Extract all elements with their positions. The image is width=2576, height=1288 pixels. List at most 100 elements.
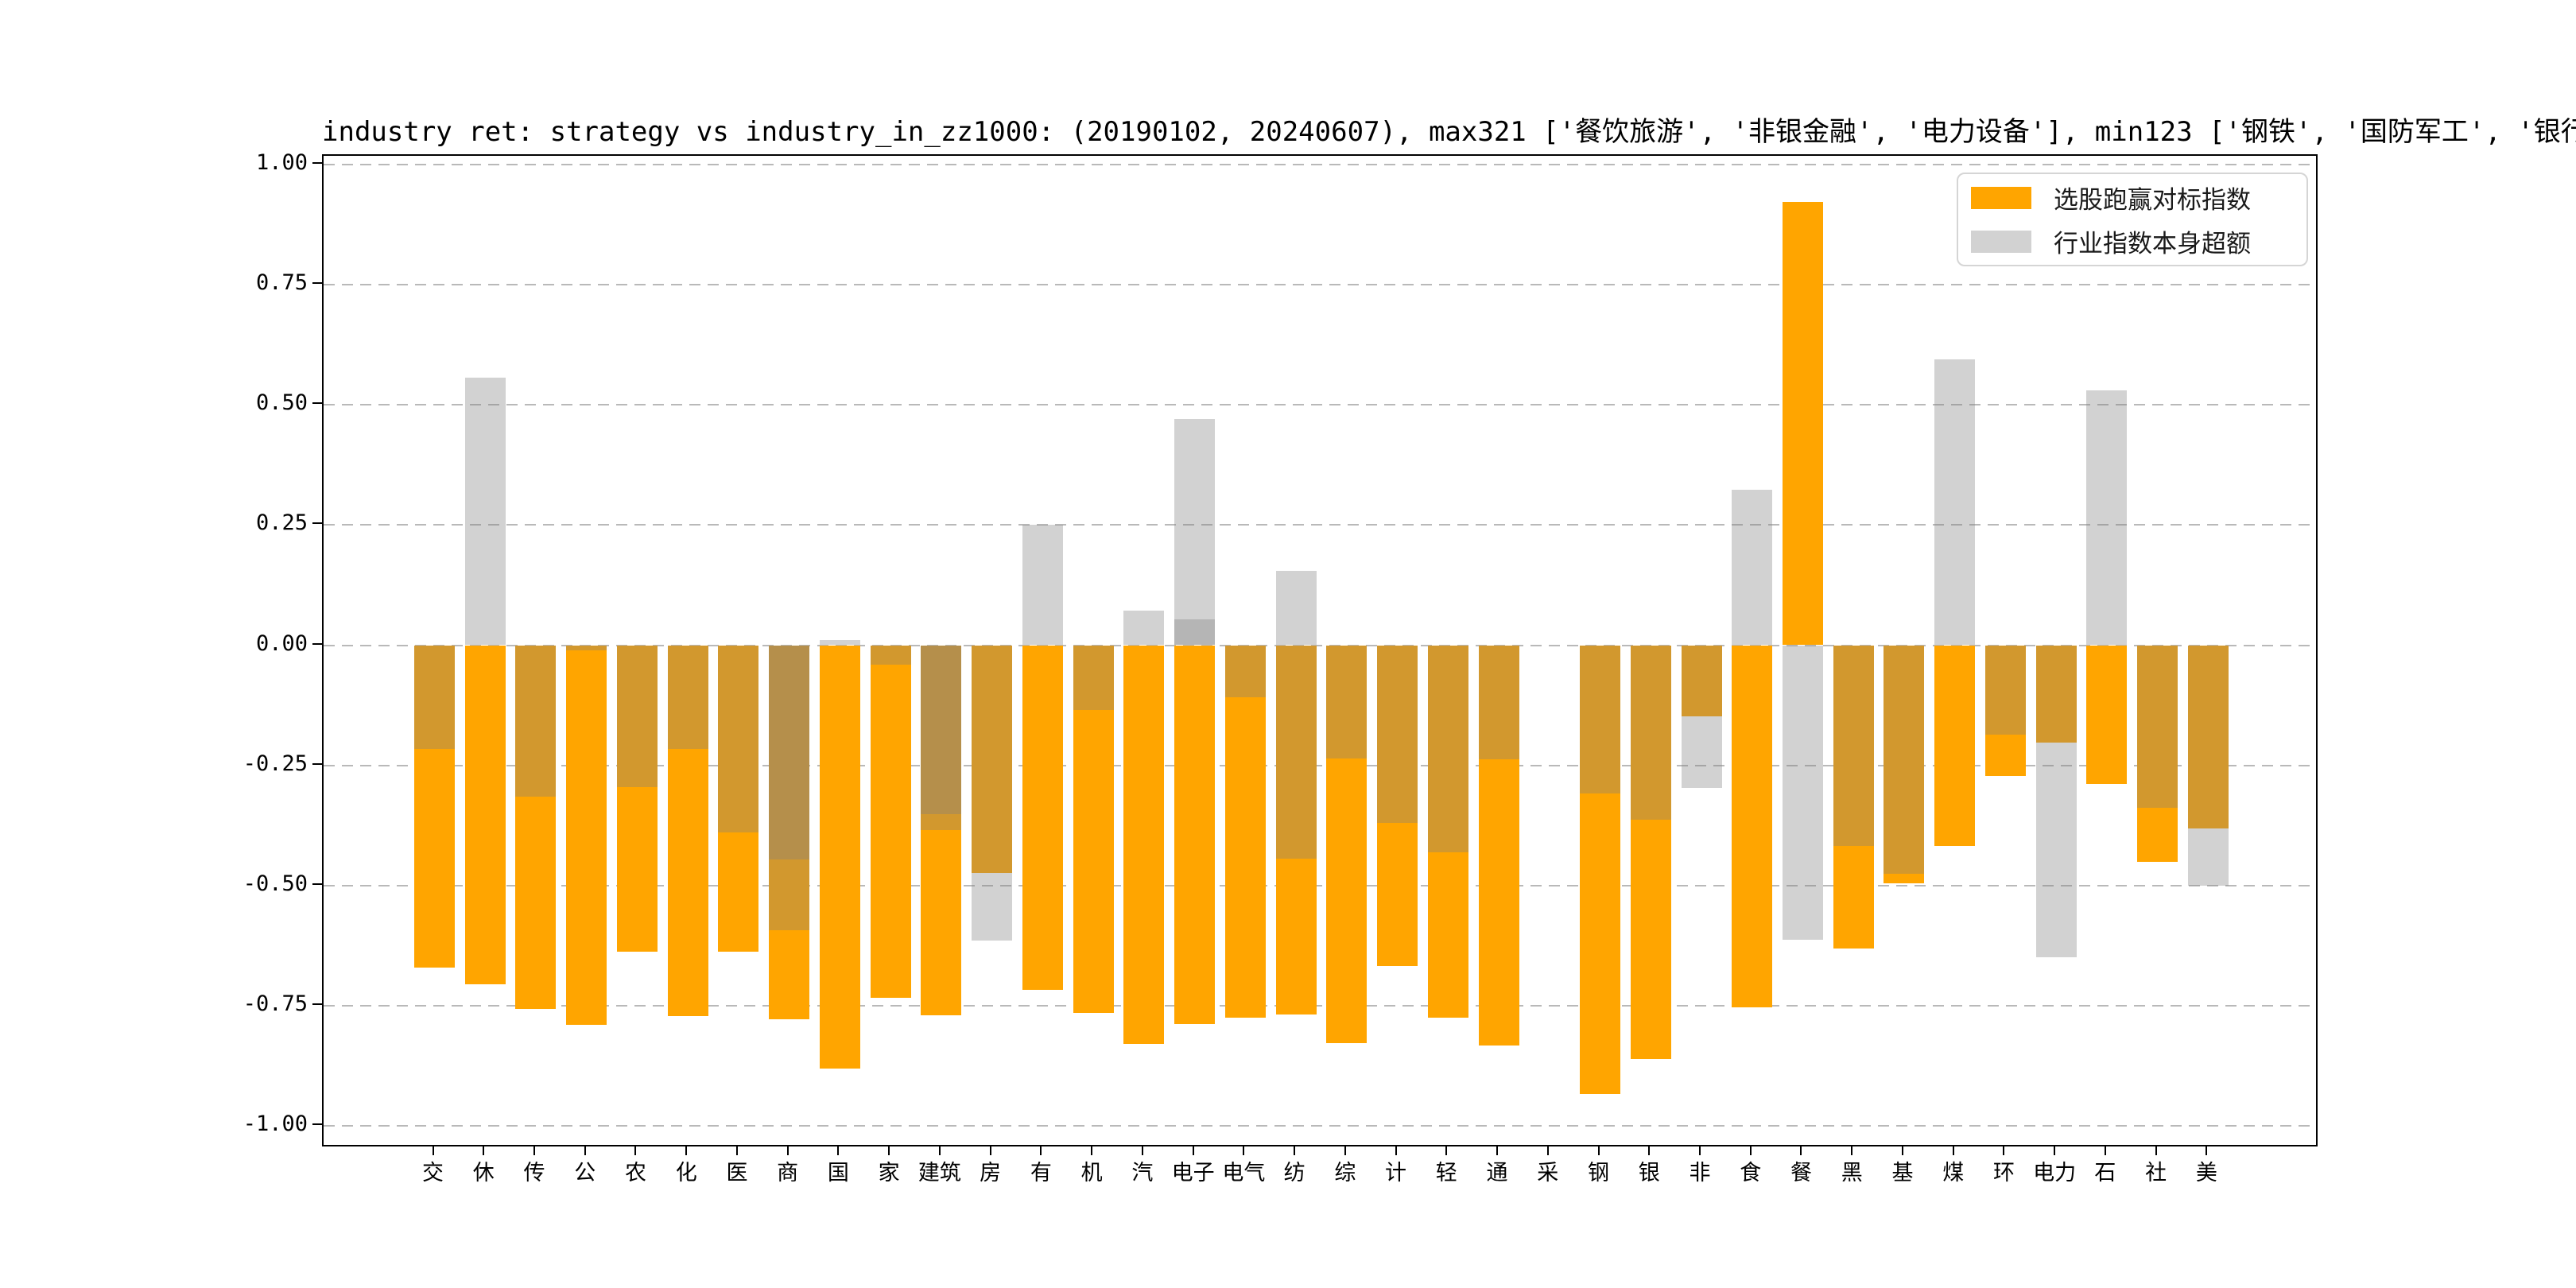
x-axis-tick — [483, 1146, 485, 1155]
x-tick-label-汽: 汽 — [1131, 1161, 1154, 1185]
x-tick-label-餐: 餐 — [1790, 1161, 1812, 1185]
x-axis-tick — [1800, 1146, 1802, 1155]
bar-休-industry — [464, 378, 506, 646]
x-axis-tick — [1749, 1146, 1752, 1155]
y-axis-tick — [312, 522, 322, 525]
bar-基-industry — [1884, 645, 1925, 874]
gridline-1 — [324, 163, 2316, 165]
x-tick-label-钢: 钢 — [1588, 1161, 1610, 1185]
x-axis-tick — [1648, 1146, 1651, 1155]
x-axis-tick — [1141, 1146, 1143, 1155]
gridline--1 — [324, 1125, 2316, 1127]
legend-label-industry: 行业指数本身超额 — [2054, 230, 2251, 258]
y-axis-tick — [312, 161, 322, 164]
bar-钢-strategy — [1580, 645, 1621, 1095]
x-axis-tick — [989, 1146, 991, 1155]
x-tick-label-商: 商 — [777, 1161, 799, 1185]
y-axis-tick — [312, 642, 322, 645]
bar-电子-industry — [1174, 418, 1216, 646]
bar-农-strategy — [616, 645, 658, 952]
x-tick-label-采: 采 — [1537, 1161, 1559, 1185]
bar-非-strategy — [1681, 645, 1722, 716]
y-tick-label-0.75: 0.75 — [255, 270, 308, 295]
bar-电气-industry — [1224, 645, 1266, 697]
bar-化-strategy — [667, 645, 708, 1016]
bar-纺-industry-2 — [1275, 645, 1317, 859]
y-axis-tick — [312, 1123, 322, 1126]
bar-交-strategy — [414, 645, 455, 968]
x-tick-label-传: 传 — [523, 1161, 545, 1185]
bar-环-industry — [1984, 645, 2026, 735]
bar-建筑-strategy — [921, 645, 962, 1016]
bar-银-industry — [1630, 645, 1671, 821]
bar-钢-industry — [1580, 645, 1621, 794]
bar-纺-industry — [1275, 570, 1317, 646]
bar-黑-strategy — [1833, 645, 1874, 949]
x-axis-tick — [584, 1146, 586, 1155]
x-tick-label-机: 机 — [1080, 1161, 1103, 1185]
bar-交-industry — [414, 645, 455, 749]
x-axis-tick — [1699, 1146, 1701, 1155]
gridline-0 — [324, 644, 2316, 646]
bar-有-industry — [1022, 525, 1063, 646]
y-tick-label--0.75: -0.75 — [242, 991, 308, 1017]
bar-美-industry — [2187, 645, 2229, 886]
x-axis-tick — [1395, 1146, 1397, 1155]
bar-通-industry — [1478, 645, 1519, 760]
bar-电力-strategy — [2035, 645, 2077, 743]
x-tick-label-银: 银 — [1638, 1161, 1660, 1185]
x-tick-label-交: 交 — [422, 1161, 444, 1185]
bar-房-strategy — [972, 645, 1013, 873]
bar-传-strategy — [515, 645, 557, 1010]
bar-电子-industry-2 — [1174, 619, 1216, 646]
x-tick-label-农: 农 — [624, 1161, 646, 1185]
x-tick-label-通: 通 — [1486, 1161, 1508, 1185]
x-axis-tick — [1040, 1146, 1042, 1155]
bar-通-strategy — [1478, 645, 1519, 1046]
bar-家-industry — [870, 645, 911, 665]
bar-国-industry — [819, 640, 860, 646]
y-axis-tick — [312, 883, 322, 885]
gridline--0.5 — [324, 884, 2316, 886]
bar-食-strategy — [1732, 645, 1773, 1007]
bar-煤-strategy — [1934, 645, 1976, 846]
bar-社-industry — [2137, 645, 2178, 808]
y-tick-label-0.25: 0.25 — [255, 510, 308, 536]
gridline--0.75 — [324, 1005, 2316, 1007]
x-tick-label-环: 环 — [1992, 1161, 2015, 1185]
x-tick-label-家: 家 — [878, 1161, 900, 1185]
x-axis-tick — [2003, 1146, 2005, 1155]
x-axis-tick — [1496, 1146, 1499, 1155]
x-axis-tick — [1243, 1146, 1245, 1155]
y-tick-label-0.50: 0.50 — [255, 390, 308, 416]
bar-商-industry — [769, 645, 810, 859]
y-axis-tick — [312, 1003, 322, 1006]
bar-石-industry — [2086, 390, 2128, 646]
plot-area: 选股跑赢对标指数 行业指数本身超额 — [322, 154, 2318, 1146]
x-axis-tick — [1344, 1146, 1346, 1155]
bar-美-strategy — [2187, 645, 2229, 828]
y-tick-label--1.00: -1.00 — [242, 1111, 308, 1137]
x-tick-label-基: 基 — [1891, 1161, 1914, 1185]
legend-label-strategy: 选股跑赢对标指数 — [2054, 186, 2251, 215]
x-axis-tick — [634, 1146, 637, 1155]
y-tick-label--0.25: -0.25 — [242, 751, 308, 776]
bar-银-strategy — [1630, 645, 1671, 1059]
legend-swatch-gray-icon — [1971, 230, 2031, 253]
gridline--0.25 — [324, 764, 2316, 766]
x-tick-label-电力: 电力 — [2033, 1161, 2077, 1185]
bar-综-industry — [1326, 645, 1368, 759]
x-tick-label-电子: 电子 — [1171, 1161, 1215, 1185]
bar-环-strategy — [1984, 645, 2026, 776]
x-tick-label-石: 石 — [2094, 1161, 2116, 1185]
bar-机-industry — [1073, 645, 1114, 711]
x-axis-tick — [533, 1146, 535, 1155]
bar-汽-strategy — [1123, 645, 1165, 1045]
bar-国-strategy — [819, 645, 860, 1069]
x-tick-label-房: 房 — [980, 1161, 1002, 1185]
x-axis-tick — [685, 1146, 688, 1155]
x-axis-tick — [735, 1146, 738, 1155]
x-axis-tick — [1445, 1146, 1448, 1155]
gridline-0.75 — [324, 283, 2316, 285]
